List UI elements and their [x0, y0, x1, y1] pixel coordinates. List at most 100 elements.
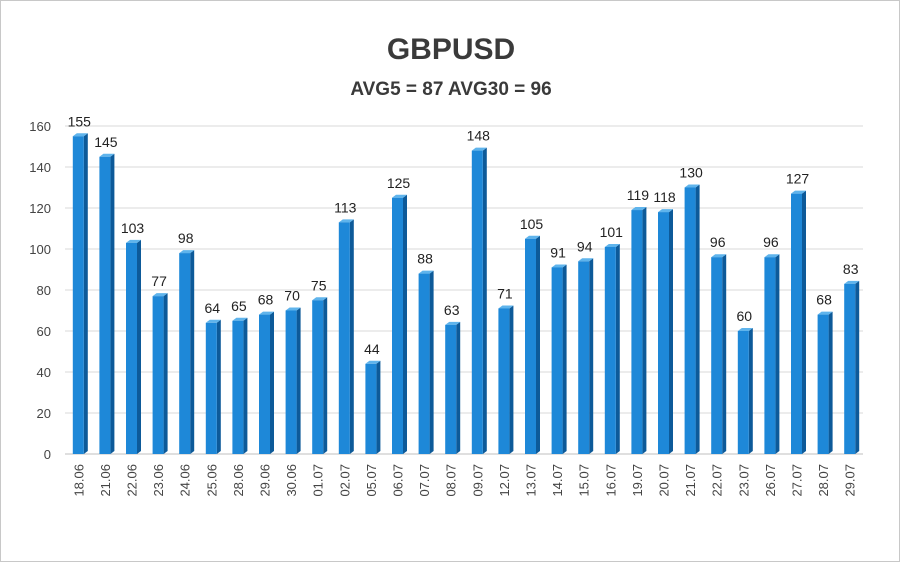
bar-front [392, 197, 403, 454]
bar-side [855, 280, 860, 454]
bar-side [722, 254, 727, 454]
x-tick-label: 26.07 [763, 464, 778, 497]
bar-top [631, 207, 647, 211]
value-label: 130 [679, 165, 703, 181]
bar-top [99, 153, 115, 157]
bar [844, 280, 860, 454]
value-label: 71 [497, 285, 513, 301]
y-tick-label: 40 [37, 365, 51, 380]
bar-top [72, 133, 88, 137]
bar [179, 250, 195, 454]
bar [551, 264, 567, 454]
value-label: 65 [231, 298, 247, 314]
x-tick-label: 05.07 [364, 464, 379, 497]
bar-top [498, 305, 514, 309]
value-label: 88 [417, 251, 433, 267]
bar [684, 184, 700, 454]
x-tick-label: 13.07 [524, 464, 539, 497]
y-tick-label: 80 [37, 283, 51, 298]
bar-top [365, 360, 381, 364]
value-label: 70 [284, 288, 300, 304]
bar-side [163, 293, 168, 454]
bar [72, 133, 88, 454]
bar-top [338, 219, 354, 223]
x-tick-label: 29.07 [843, 464, 858, 497]
x-tick-label: 12.07 [497, 464, 512, 497]
x-tick-label: 25.06 [204, 464, 219, 497]
bar-top [418, 270, 434, 274]
bar [764, 254, 780, 454]
bar-front [365, 363, 377, 454]
value-label: 113 [334, 199, 357, 215]
bar-side [323, 297, 328, 454]
bar [604, 243, 620, 454]
x-tick-label: 30.06 [284, 464, 299, 497]
x-tick-label: 20.07 [657, 464, 672, 497]
x-axis: 18.06 21.06 22.06 23.06 24.06 25.06 28.06 29.06… [71, 464, 857, 497]
bar-front [844, 283, 856, 454]
bar-front [604, 246, 616, 454]
value-label: 96 [763, 234, 779, 250]
bar-top [126, 239, 141, 243]
bar-front [232, 320, 244, 454]
bar-front [551, 267, 563, 454]
bar-side [190, 250, 195, 454]
x-tick-label: 28.07 [816, 464, 831, 497]
value-label: 101 [600, 224, 624, 240]
bar-side [828, 311, 833, 454]
bar [99, 153, 115, 454]
value-label: 125 [387, 175, 411, 191]
value-label: 60 [737, 308, 753, 324]
bar-top [525, 235, 540, 239]
value-label: 63 [444, 302, 460, 318]
bar [338, 219, 354, 454]
bar [418, 270, 434, 454]
bar-side [243, 317, 248, 454]
value-label: 103 [121, 220, 145, 236]
bar-front [99, 156, 111, 454]
bar [126, 239, 141, 454]
bar-side [775, 254, 780, 454]
bar-side [429, 270, 434, 454]
bar-front [764, 257, 776, 454]
y-tick-label: 20 [37, 406, 51, 421]
bar-front [471, 150, 483, 454]
bar-top [711, 254, 727, 258]
bar-side [509, 305, 514, 454]
bar-top [232, 317, 248, 321]
x-tick-label: 22.06 [125, 464, 140, 497]
bar-top [259, 311, 274, 315]
bar [817, 311, 833, 454]
bar [658, 209, 673, 454]
value-label: 155 [68, 113, 92, 129]
bar-side [83, 133, 88, 454]
value-label: 105 [520, 216, 544, 232]
bar-front [72, 136, 84, 454]
bar-top [551, 264, 567, 268]
x-tick-label: 21.06 [98, 464, 113, 497]
value-label: 145 [94, 134, 118, 150]
x-tick-label: 23.06 [151, 464, 166, 497]
bar-front [126, 242, 137, 454]
bar-side [562, 264, 567, 454]
bars [72, 133, 860, 454]
x-tick-label: 27.07 [790, 464, 805, 497]
x-tick-label: 18.06 [71, 464, 86, 497]
x-tick-label: 02.07 [337, 464, 352, 497]
x-tick-label: 09.07 [470, 464, 485, 497]
bar-front [259, 314, 270, 454]
bar [578, 258, 594, 454]
chart-title: GBPUSD [386, 33, 516, 66]
bar-front [525, 238, 536, 454]
value-label: 64 [205, 300, 221, 316]
x-tick-label: 15.07 [577, 464, 592, 497]
x-tick-label: 07.07 [417, 464, 432, 497]
bar-side [456, 321, 461, 454]
bar-front [578, 261, 590, 454]
bar-side [296, 307, 301, 454]
x-tick-label: 28.06 [231, 464, 246, 497]
bar [737, 328, 753, 454]
bar-side [669, 209, 673, 454]
bar-side [216, 319, 221, 454]
